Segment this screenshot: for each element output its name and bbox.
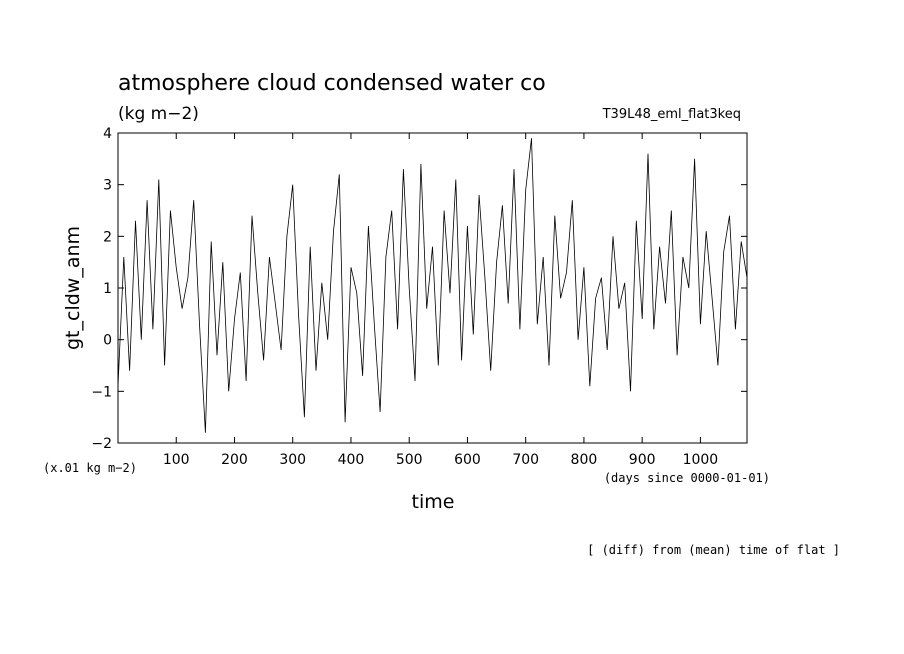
x-axis-units: (days since 0000-01-01)	[604, 471, 770, 485]
chart-units: (kg m−2)	[118, 104, 199, 124]
y-tick-label: 2	[103, 229, 112, 245]
x-tick-label: 800	[571, 452, 598, 468]
x-tick-label: 700	[512, 452, 539, 468]
x-tick-label: 400	[338, 452, 365, 468]
y-axis: −2 −1 0 1 2 3 4	[91, 126, 747, 452]
y-tick-label: 1	[103, 281, 112, 297]
chart-title: atmosphere cloud condensed water co	[118, 71, 546, 96]
y-tick-label: −2	[91, 436, 112, 452]
plot-area: 100 200 300 400 500 600 700 800 900 1000 −2 −1 0 1 2 3…	[91, 126, 748, 468]
y-axis-scale: (x.01 kg m−2)	[43, 461, 137, 475]
footnote: [ (diff) from (mean) time of flat ]	[587, 543, 840, 557]
x-axis: 100 200 300 400 500 600 700 800 900 1000	[163, 133, 718, 468]
y-tick-label: 0	[103, 333, 112, 349]
x-tick-label: 1000	[683, 452, 719, 468]
experiment-label: T39L48_eml_flat3keq	[602, 107, 741, 122]
y-axis-title: gt_cldw_anm	[62, 226, 84, 350]
y-tick-label: 3	[103, 178, 112, 194]
y-tick-label: −1	[91, 384, 112, 400]
x-tick-label: 600	[454, 452, 481, 468]
x-tick-label: 900	[629, 452, 656, 468]
x-tick-label: 300	[279, 452, 306, 468]
x-axis-title: time	[412, 491, 455, 513]
y-tick-label: 4	[103, 126, 112, 142]
x-tick-label: 200	[221, 452, 248, 468]
series-line	[117, 138, 748, 433]
x-tick-label: 100	[163, 452, 190, 468]
x-tick-label: 500	[396, 452, 423, 468]
